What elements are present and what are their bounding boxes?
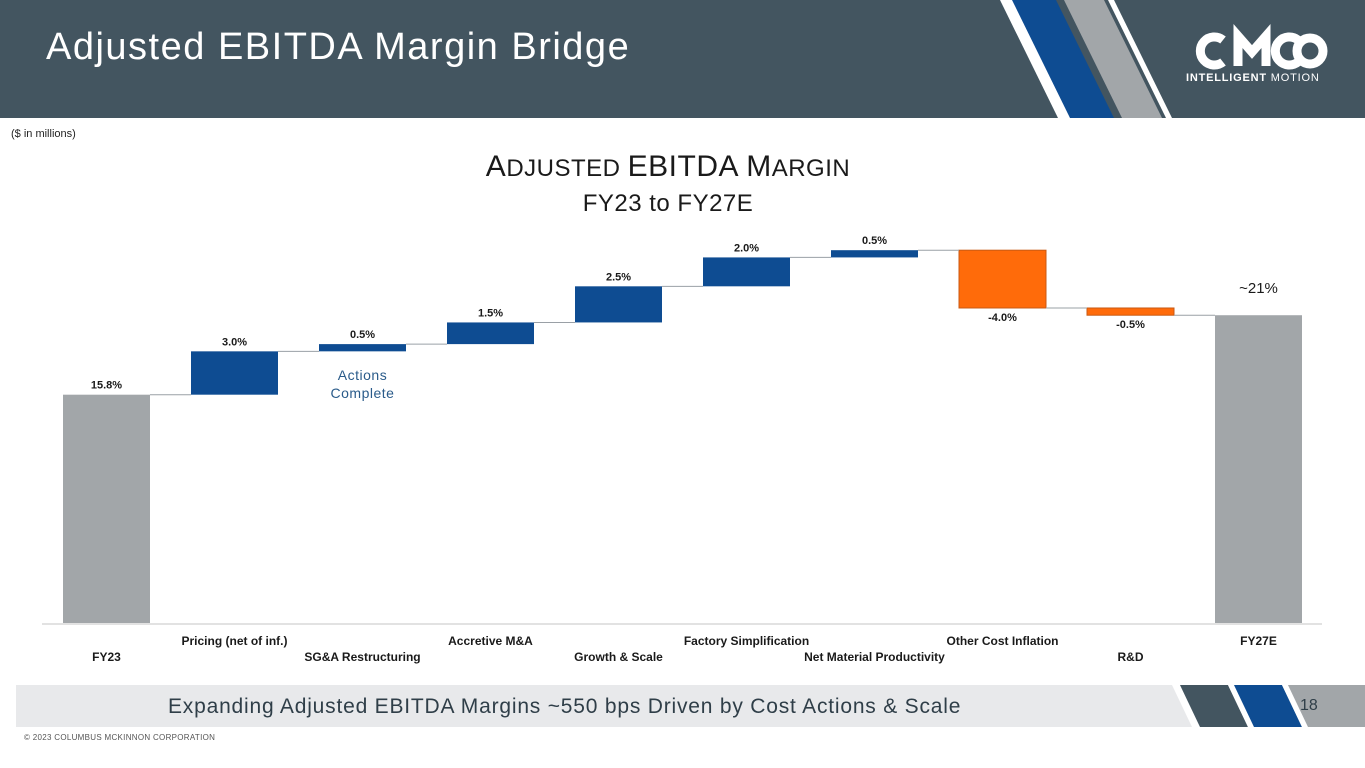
chart-subtitle: FY23 to FY27E — [582, 190, 754, 217]
logo-tagline-bold: INTELLIGENT — [1186, 72, 1267, 84]
chart-title-part: ARGIN — [771, 155, 851, 182]
data-label: 0.5% — [862, 235, 887, 247]
category-label: Accretive M&A — [448, 634, 533, 648]
footer-stripes — [1172, 685, 1365, 727]
footer-stripe-white-3 — [1282, 685, 1308, 727]
chart-title-part: A — [485, 150, 507, 183]
chart-title-part: EBITDA M — [627, 150, 772, 183]
bar-total — [1215, 315, 1302, 623]
bar-increase — [575, 286, 662, 323]
data-label: 2.0% — [734, 242, 759, 254]
footer-stripe-white — [1172, 685, 1200, 727]
annotation-line-1: Actions — [338, 367, 387, 383]
logo-tagline-light: MOTION — [1270, 72, 1320, 84]
chart-title: ADJUSTED EBITDA MARGIN — [0, 150, 1336, 184]
annotation-line-2: Complete — [331, 385, 395, 401]
category-label: Factory Simplification — [684, 634, 809, 648]
brand-stripe-blue — [1012, 0, 1114, 118]
category-label: Other Cost Inflation — [947, 634, 1059, 648]
data-label: 1.5% — [478, 307, 503, 319]
bar-decrease — [958, 249, 1047, 309]
footer-stripe-blue — [1234, 685, 1302, 727]
waterfall-chart: 15.8% FY23 3.0% Pricing (net of inf.) 0.5% SG… — [42, 235, 1322, 664]
brand-stripe-white-2 — [1108, 0, 1172, 118]
copyright: © 2023 COLUMBUS MCKINNON CORPORATION — [24, 733, 216, 742]
logo-tagline: INTELLIGENT MOTION — [1186, 72, 1320, 84]
bar-increase — [831, 250, 918, 258]
footer-stripe-white-2 — [1228, 685, 1254, 727]
data-label: 3.0% — [222, 336, 247, 348]
data-label: 0.5% — [350, 329, 375, 341]
category-label: SG&A Restructuring — [304, 650, 420, 664]
bar-increase — [319, 344, 406, 352]
data-label: ~21% — [1239, 280, 1278, 297]
category-label: FY23 — [92, 650, 121, 664]
bar-total — [63, 394, 150, 623]
footer-stripe-gray — [1288, 685, 1365, 727]
bar-increase — [703, 257, 790, 287]
bar-increase — [191, 351, 278, 395]
chart-title-part: DJUSTED — [506, 155, 628, 182]
brand-stripe-gray — [1064, 0, 1162, 118]
category-label: R&D — [1118, 650, 1144, 664]
cmco-logo-icon — [1195, 24, 1328, 70]
bar-increase — [447, 322, 534, 345]
units-note: ($ in millions) — [11, 128, 76, 140]
footer-takeaway: Expanding Adjusted EBITDA Margins ~550 b… — [168, 695, 962, 718]
category-label: Pricing (net of inf.) — [182, 634, 288, 648]
category-label: Net Material Productivity — [804, 650, 945, 664]
data-label: 2.5% — [606, 271, 631, 283]
footer-band — [16, 685, 1352, 727]
category-label: FY27E — [1240, 634, 1277, 648]
footer-stripe-slate — [1180, 685, 1248, 727]
bar-decrease — [1086, 307, 1175, 316]
data-label: -0.5% — [1116, 319, 1145, 331]
brand-stripes-logo — [1000, 0, 1328, 118]
page-number: 18 — [1300, 697, 1318, 714]
data-label: 15.8% — [91, 380, 122, 392]
data-label: -4.0% — [988, 312, 1017, 324]
category-label: Growth & Scale — [574, 650, 663, 664]
page-title: Adjusted EBITDA Margin Bridge — [46, 26, 631, 68]
